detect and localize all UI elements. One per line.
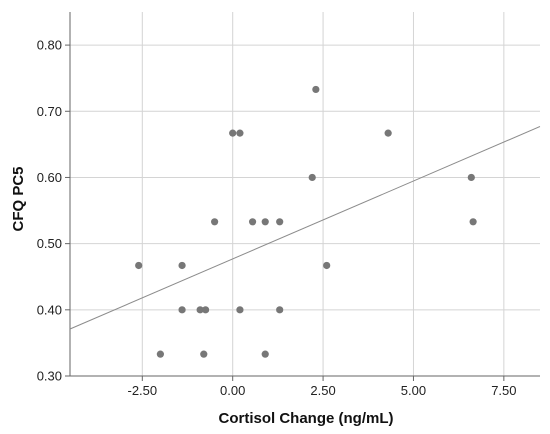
x-tick-label: 2.50: [310, 383, 335, 398]
y-tick-label: 0.50: [37, 236, 62, 251]
fit-line-group: [69, 126, 541, 330]
y-tick-label: 0.60: [37, 170, 62, 185]
x-axis-title: Cortisol Change (ng/mL): [219, 410, 394, 427]
y-tick-label: 0.30: [37, 369, 62, 384]
data-point: [276, 306, 284, 314]
data-point: [178, 306, 186, 314]
x-tick-label: 5.00: [401, 383, 426, 398]
y-axis-title: CFQ PC5: [10, 166, 27, 231]
fit-line: [69, 126, 541, 330]
y-tick-labels: 0.30 0.40 0.50 0.60 0.70 0.80: [37, 38, 62, 384]
axes: [65, 12, 540, 381]
data-point: [467, 173, 475, 182]
data-point: [323, 261, 331, 270]
data-point: [261, 350, 269, 358]
data-point: [312, 85, 320, 94]
data-point: [229, 129, 237, 137]
data-point: [200, 350, 208, 358]
grid-lines: [70, 12, 540, 377]
y-tick-label: 0.40: [37, 302, 62, 317]
data-point: [261, 218, 269, 226]
data-point: [236, 306, 244, 314]
data-point: [211, 218, 219, 226]
data-point: [178, 261, 186, 270]
data-point: [135, 261, 143, 270]
data-point: [308, 173, 316, 182]
x-tick-label: -2.50: [127, 383, 157, 398]
data-point: [156, 350, 164, 358]
data-points: [135, 85, 477, 358]
data-point: [196, 306, 204, 314]
x-tick-label: 0.00: [220, 383, 245, 398]
y-tick-label: 0.80: [37, 38, 62, 53]
data-point: [469, 218, 477, 226]
y-tick-label: 0.70: [37, 104, 62, 119]
x-tick-labels: -2.50 0.00 2.50 5.00 7.50: [127, 383, 516, 398]
x-tick-label: 7.50: [491, 383, 516, 398]
data-point: [384, 129, 392, 137]
data-point: [236, 129, 244, 137]
data-point: [276, 218, 284, 226]
data-point: [248, 218, 257, 226]
data-point: [201, 306, 210, 314]
